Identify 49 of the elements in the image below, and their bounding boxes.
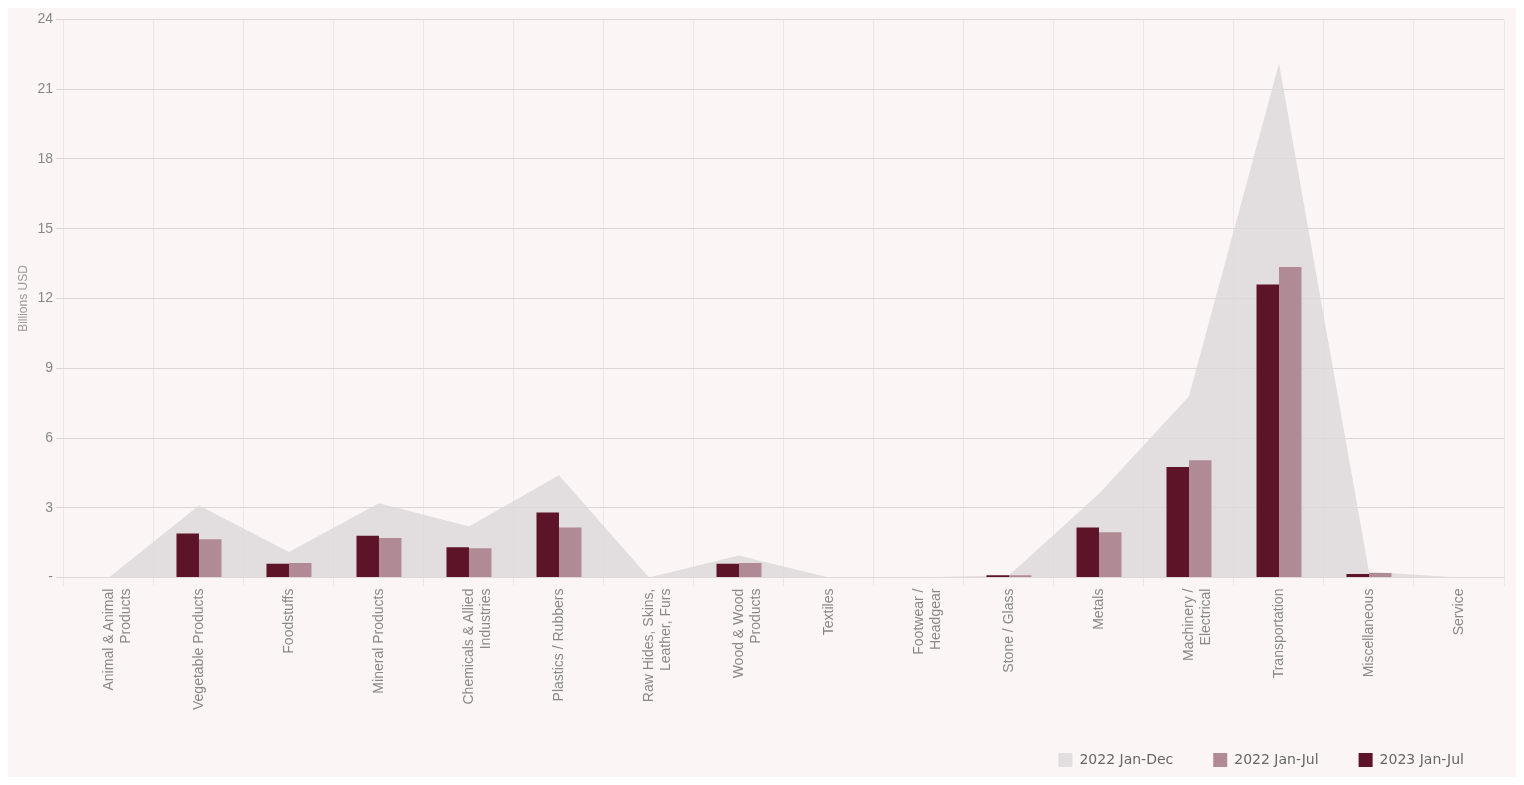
bar — [1346, 574, 1369, 578]
bar — [1279, 267, 1302, 578]
y-tick-label: 9 — [45, 359, 54, 376]
x-tick-label: Service — [1449, 588, 1466, 636]
legend-label: 2022 Jan-Jul — [1234, 750, 1319, 767]
y-axis-title: Billions USD — [15, 264, 30, 332]
y-tick-label: - — [48, 568, 54, 585]
x-tick-label: Textiles — [819, 588, 836, 636]
bar — [558, 527, 582, 578]
legend-label: 2023 Jan-Jul — [1379, 750, 1465, 767]
y-tick-label: 21 — [37, 80, 54, 97]
y-tick-label: 12 — [37, 289, 54, 306]
x-tick-label: Animal & Animal Products — [99, 588, 133, 691]
x-tick-label: Mineral Products — [369, 588, 386, 694]
x-tick-label: Stone / Glass — [999, 588, 1016, 673]
bar — [1098, 532, 1122, 578]
bar — [1188, 460, 1212, 578]
bar — [446, 547, 469, 578]
x-tick-label: Vegetable Products — [189, 588, 206, 710]
x-tick-label: Footwear / Headgear — [909, 588, 943, 655]
bar — [536, 512, 559, 578]
bar — [198, 539, 222, 578]
x-tick-label: Transportation — [1269, 588, 1286, 679]
y-tick-label: 6 — [45, 428, 54, 445]
bar — [738, 562, 762, 578]
x-tick-label: Plastics / Rubbers — [549, 588, 566, 702]
x-tick-label: Foodstuffs — [279, 588, 296, 654]
bar — [1256, 284, 1279, 578]
bar — [468, 548, 492, 578]
bar — [266, 563, 289, 578]
bar — [1369, 572, 1392, 578]
y-tick-label: 15 — [37, 219, 54, 236]
x-tick-label: Wood & Wood Products — [729, 588, 763, 679]
y-tick-label: 24 — [37, 10, 54, 27]
x-tick-label: Miscellaneous — [1359, 588, 1376, 678]
bar — [1166, 467, 1189, 578]
x-tick-label: Chemicals & Allied Industries — [459, 588, 493, 705]
bar — [716, 563, 739, 578]
x-tick-label: Machinery / Electrical — [1179, 588, 1213, 661]
y-tick-label: 18 — [37, 149, 54, 166]
x-tick-label: Metals — [1089, 588, 1106, 630]
bar — [378, 538, 402, 578]
y-tick-label: 3 — [45, 498, 54, 515]
bar — [356, 535, 379, 578]
bar — [176, 533, 199, 578]
x-tick-label: Raw Hides, Skins, Leather, Furs — [639, 588, 673, 703]
legend-label: 2022 Jan-Dec — [1079, 750, 1174, 767]
bar — [288, 562, 312, 578]
bar — [1076, 527, 1099, 578]
